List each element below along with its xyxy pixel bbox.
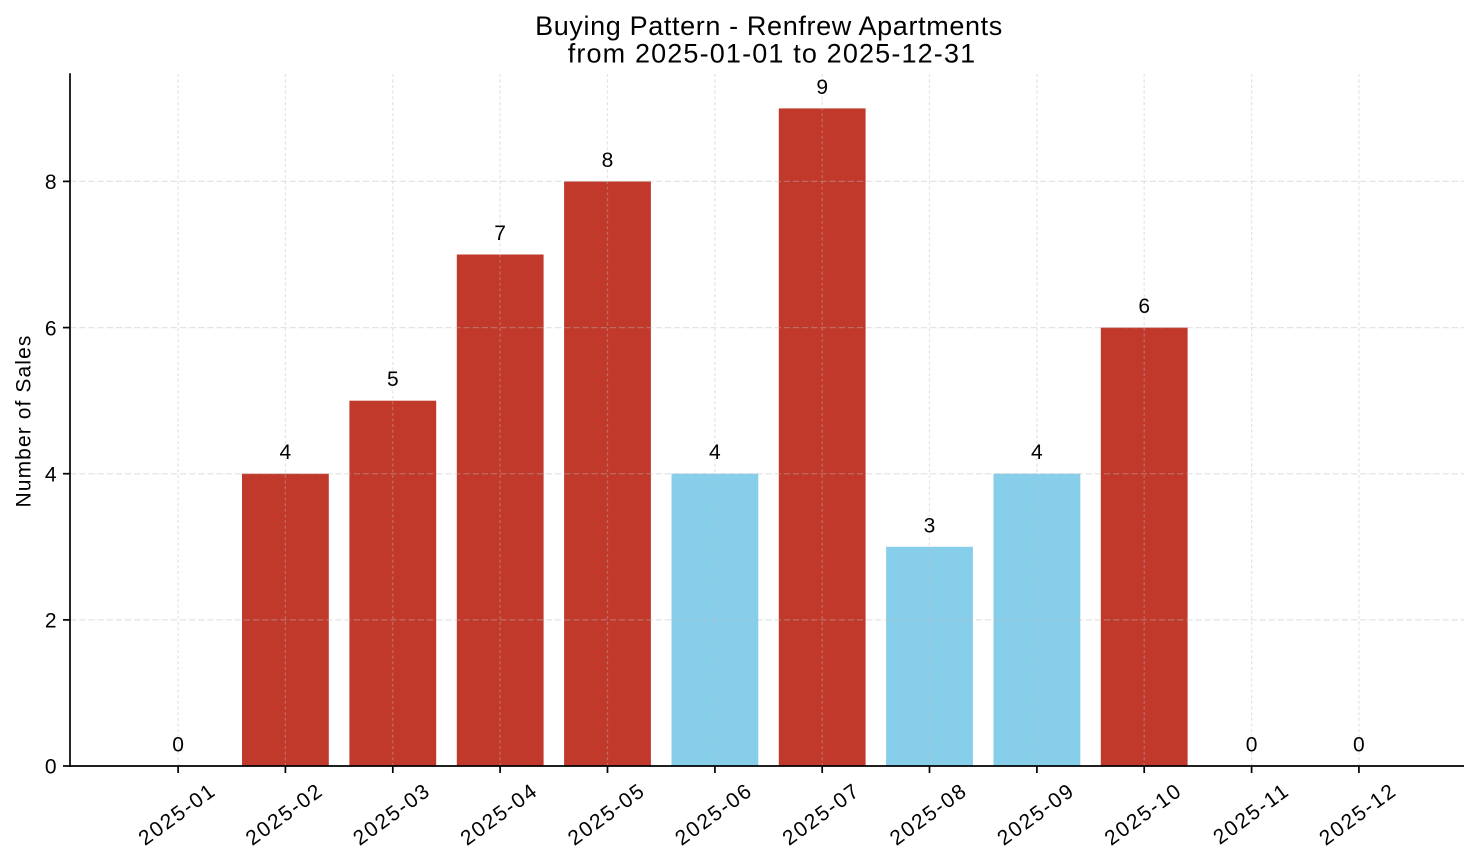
svg-text:8: 8 bbox=[45, 171, 57, 194]
svg-text:0: 0 bbox=[172, 734, 184, 757]
svg-text:Number of Sales: Number of Sales bbox=[13, 335, 36, 508]
svg-text:7: 7 bbox=[494, 222, 506, 245]
svg-text:4: 4 bbox=[1031, 441, 1043, 464]
svg-text:0: 0 bbox=[45, 756, 57, 779]
svg-text:8: 8 bbox=[602, 149, 614, 172]
svg-text:6: 6 bbox=[1138, 295, 1150, 318]
svg-text:0: 0 bbox=[1353, 734, 1365, 757]
svg-text:9: 9 bbox=[816, 76, 828, 99]
svg-text:6: 6 bbox=[45, 317, 57, 340]
svg-text:2: 2 bbox=[45, 610, 57, 633]
svg-text:5: 5 bbox=[387, 368, 399, 391]
svg-text:4: 4 bbox=[280, 441, 292, 464]
svg-text:4: 4 bbox=[45, 463, 57, 486]
svg-text:3: 3 bbox=[924, 514, 936, 537]
svg-text:4: 4 bbox=[709, 441, 721, 464]
svg-text:Buying Pattern - Renfrew Apart: Buying Pattern - Renfrew Apartments bbox=[535, 11, 1003, 41]
svg-text:from 2025-01-01 to 2025-12-31: from 2025-01-01 to 2025-12-31 bbox=[568, 39, 977, 69]
svg-text:0: 0 bbox=[1246, 734, 1258, 757]
